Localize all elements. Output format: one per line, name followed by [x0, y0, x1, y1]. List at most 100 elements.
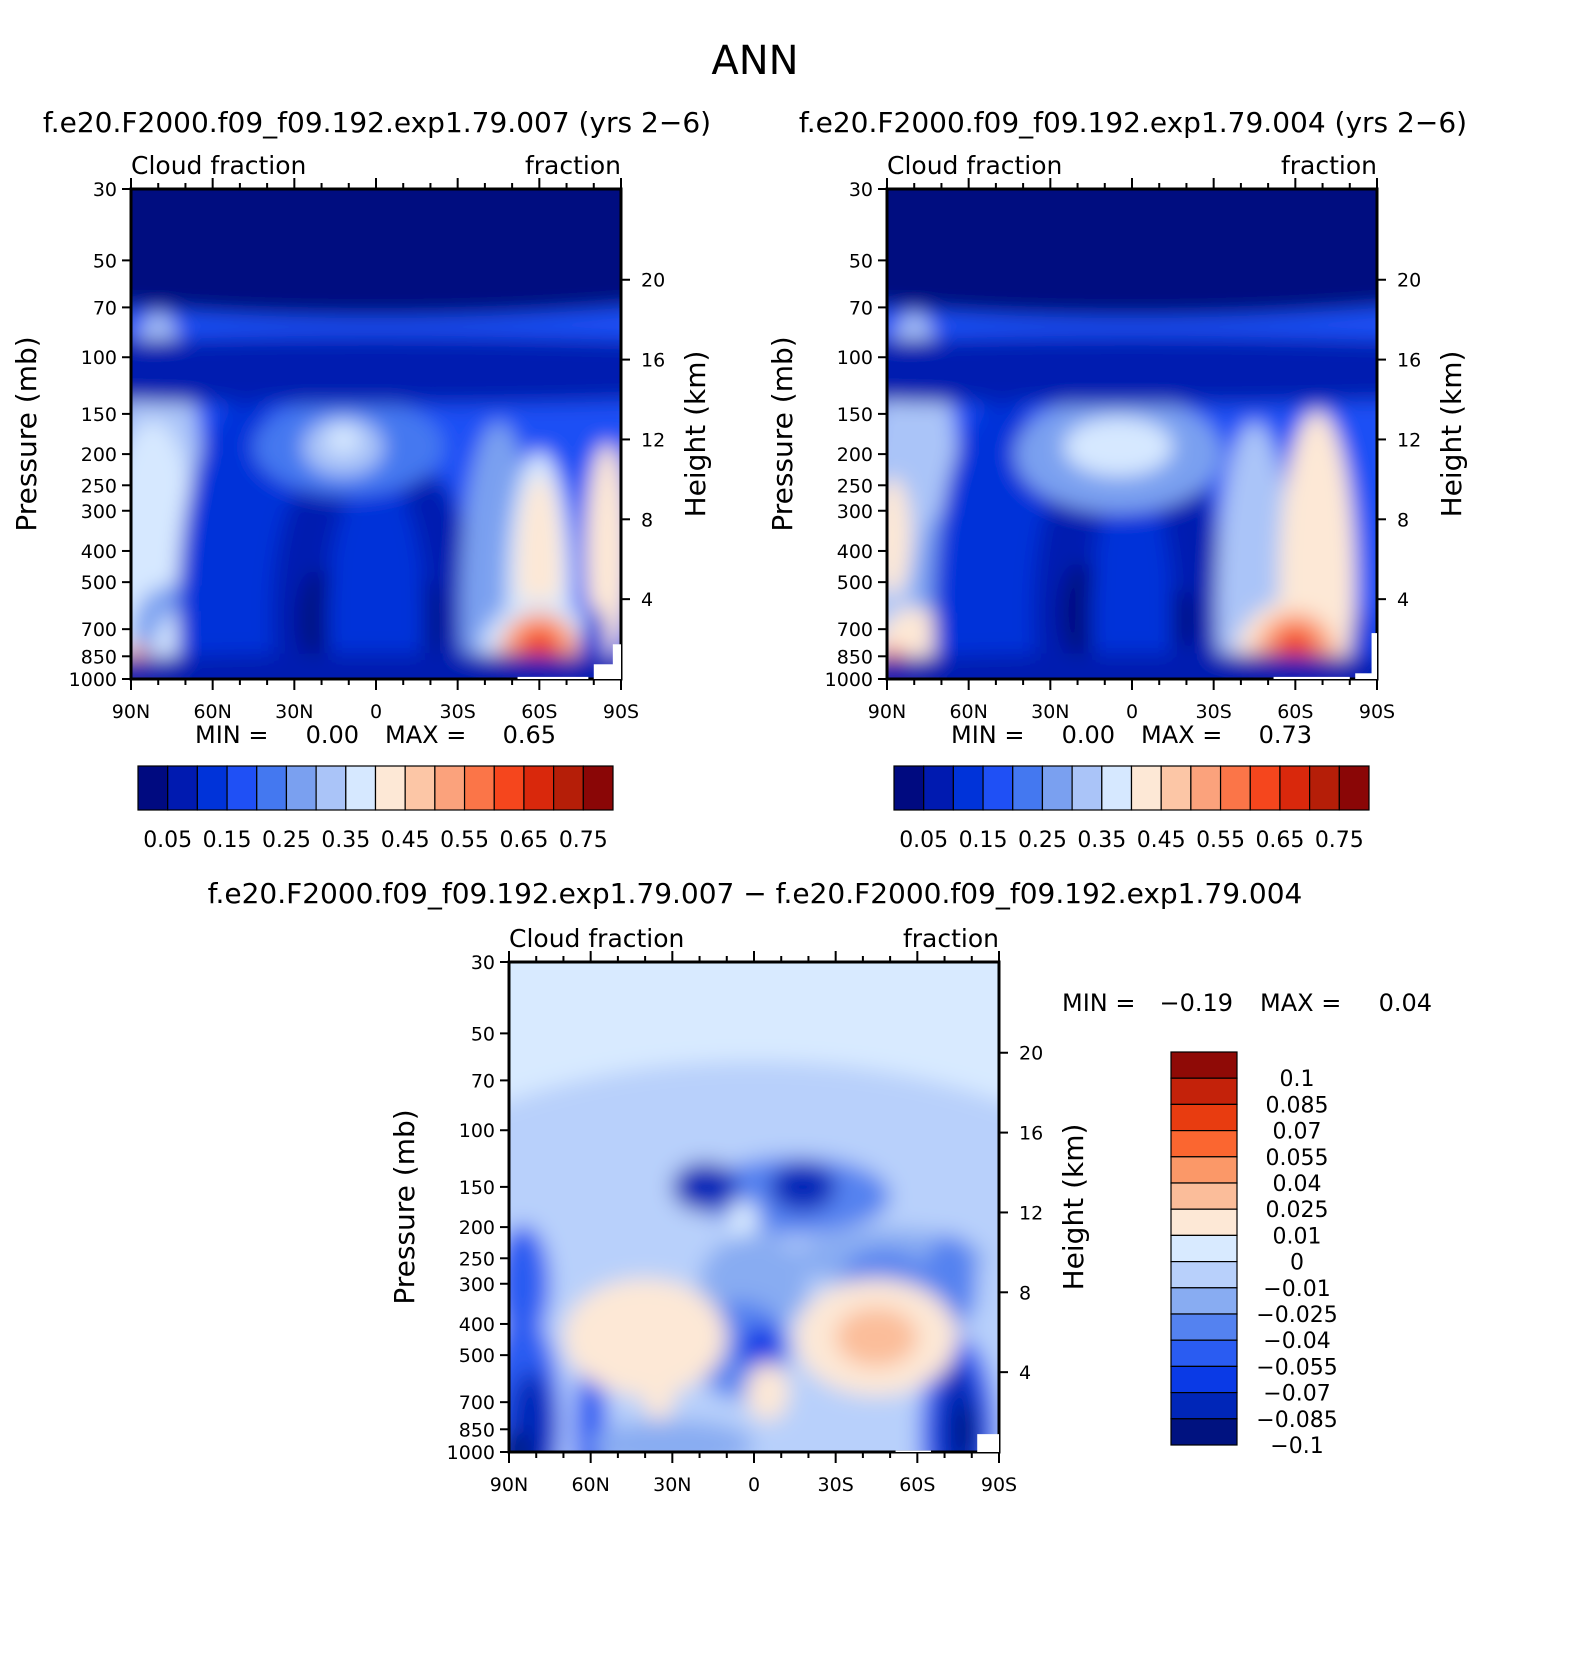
pressure-tick-label: 500 [459, 1345, 495, 1367]
pressure-tick-label: 150 [837, 404, 873, 426]
right-contour-field [887, 189, 1377, 679]
colorbar-swatch [1219, 765, 1251, 811]
missing-data-mask [1371, 633, 1377, 679]
lat-tick-label: 60S [899, 1474, 935, 1496]
pressure-tick-label: 250 [81, 475, 117, 497]
pressure-tick-label: 700 [81, 619, 117, 641]
lat-tick-label: 60N [193, 701, 231, 723]
pressure-tick-label: 300 [459, 1274, 495, 1296]
colorbar-swatch [893, 765, 925, 811]
pressure-tick-label: 200 [459, 1217, 495, 1239]
colorbar-swatch [374, 765, 406, 811]
colorbar-label: 0.35 [1077, 828, 1126, 853]
colorbar-swatch [952, 765, 984, 811]
colorbar-label: −0.025 [1256, 1303, 1337, 1328]
contour-region [770, 1162, 836, 1212]
colorbar-swatch [1279, 765, 1311, 811]
right-contour-panel: Cloud fraction fraction 3050701001502002… [766, 151, 1468, 853]
contour-region [887, 653, 1377, 679]
pressure-tick-label: 1000 [447, 1442, 495, 1464]
colorbar-label: 0.45 [1137, 828, 1186, 853]
height-tick-label: 16 [1397, 350, 1421, 372]
diff-panel-min-value: −0.19 [1159, 989, 1233, 1017]
colorbar-swatch [1249, 765, 1281, 811]
y-axis-title-pressure: Pressure (mb) [10, 336, 43, 531]
pressure-tick-label: 200 [81, 444, 117, 466]
height-tick-label: 12 [641, 429, 665, 451]
lat-tick-label: 90S [603, 701, 639, 723]
left-contour-field [131, 189, 621, 679]
colorbar-swatch [982, 765, 1014, 811]
missing-data-mask [1355, 673, 1377, 679]
height-tick-label: 20 [1397, 270, 1421, 292]
colorbar-label: 0.15 [959, 828, 1008, 853]
difference-contour-field [509, 962, 999, 1452]
colorbar-label: 0.45 [381, 828, 430, 853]
colorbar-swatch [256, 765, 288, 811]
colorbar-swatch [553, 765, 584, 811]
contour-region [740, 1324, 784, 1374]
diff-panel-max-label: MAX = [1260, 989, 1341, 1017]
contour-region [590, 1420, 754, 1452]
colorbar-swatch [1190, 765, 1222, 811]
pressure-tick-label: 250 [837, 475, 873, 497]
colorbar-swatch [463, 765, 495, 811]
contour-region [1091, 471, 1173, 679]
colorbar-swatch [315, 765, 347, 811]
contour-region [327, 424, 360, 455]
pressure-tick-label: 400 [459, 1314, 495, 1336]
lat-tick-label: 30S [1196, 701, 1232, 723]
left-panel-subtitle: f.e20.F2000.f09_f09.192.exp1.79.007 (yrs… [43, 106, 711, 139]
colorbar-swatch [285, 765, 317, 811]
colorbar-swatch [434, 765, 466, 811]
pressure-tick-label: 50 [93, 250, 117, 272]
colorbar-swatch [1170, 1234, 1238, 1263]
colorbar-label: 0.55 [1196, 828, 1245, 853]
colorbar-swatch [1071, 765, 1103, 811]
lat-tick-label: 90N [868, 701, 906, 723]
contour-region [131, 653, 621, 679]
pressure-tick-label: 100 [459, 1120, 495, 1142]
right-colorbar: 0.05 0.15 0.25 0.35 0.45 0.55 0.65 0.75 [893, 765, 1370, 853]
contour-region [887, 336, 1377, 405]
right-panel-left-string: Cloud fraction [887, 151, 1062, 180]
height-tick-label: 8 [1397, 509, 1409, 531]
colorbar-swatch [1170, 1391, 1238, 1420]
colorbar-swatch [1160, 765, 1192, 811]
colorbar-label: −0.1 [1270, 1434, 1323, 1459]
colorbar-swatch [1170, 1313, 1238, 1341]
lat-tick-label: 90N [112, 701, 150, 723]
right-panel-right-string: fraction [1281, 151, 1377, 180]
difference-title: f.e20.F2000.f09_f09.192.exp1.79.007 − f.… [208, 877, 1303, 910]
left-panel-left-string: Cloud fraction [131, 151, 306, 180]
missing-data-mask [612, 644, 621, 679]
colorbar-swatch [1170, 1156, 1238, 1184]
colorbar-swatch [523, 765, 555, 811]
colorbar-label: −0.04 [1263, 1329, 1330, 1354]
left-panel-min-value: 0.00 [306, 721, 359, 749]
colorbar-swatch [1309, 765, 1340, 811]
contour-region [509, 1431, 531, 1452]
colorbar-label: 0.35 [321, 828, 370, 853]
colorbar-label: 0.04 [1273, 1172, 1322, 1197]
colorbar-swatch [1170, 1287, 1238, 1315]
colorbar-swatch [1170, 1365, 1238, 1394]
contour-region [887, 189, 1377, 318]
colorbar-label: 0.65 [1255, 828, 1304, 853]
lat-tick-label: 30N [275, 701, 313, 723]
colorbar-swatch [1170, 1260, 1238, 1289]
pressure-tick-label: 30 [849, 179, 873, 201]
figure-title: ANN [711, 38, 798, 84]
colorbar-swatch [226, 765, 258, 811]
height-tick-label: 4 [1397, 589, 1409, 611]
colorbar-label: 0.05 [143, 828, 192, 853]
colorbar-label: 0.05 [899, 828, 948, 853]
contour-region [509, 1370, 553, 1452]
contour-region [327, 471, 425, 679]
colorbar-swatch [1170, 1103, 1238, 1132]
contour-region [509, 1224, 550, 1343]
colorbar-label: 0.25 [1018, 828, 1067, 853]
height-tick-label: 16 [1019, 1123, 1043, 1145]
pressure-tick-label: 500 [837, 572, 873, 594]
